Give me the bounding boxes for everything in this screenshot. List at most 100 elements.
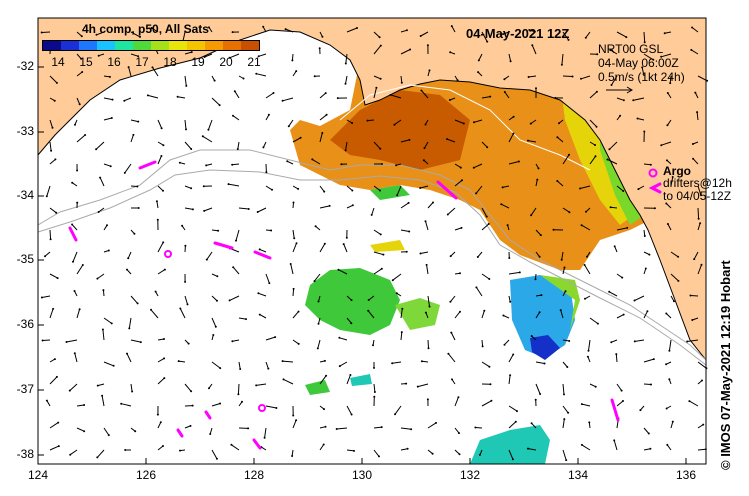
current-vector-head [55, 375, 58, 378]
current-vector-head [565, 459, 568, 462]
current-vector [562, 405, 569, 414]
current-vector [46, 400, 51, 407]
current-vector-head [345, 236, 348, 239]
current-vector [157, 338, 165, 341]
current-vector-head [176, 95, 179, 98]
current-vector [454, 427, 460, 434]
current-vector [450, 295, 456, 303]
current-vector [232, 115, 240, 121]
current-vector-head [410, 428, 413, 431]
current-vector [535, 179, 538, 187]
current-vector-head [483, 309, 486, 312]
current-vector-head [162, 241, 165, 244]
current-vector-head [52, 307, 55, 310]
colorbar-tick: 18 [163, 55, 177, 69]
current-vector-head [349, 374, 352, 376]
current-vector-head [400, 81, 403, 84]
current-vector [400, 202, 409, 209]
current-vector [76, 53, 82, 60]
current-vector-head [228, 299, 231, 302]
current-vector-head [580, 77, 582, 80]
current-vector-head [233, 90, 236, 93]
current-vector [373, 87, 377, 99]
lon-tick: 130 [351, 468, 373, 482]
current-vector-head [96, 277, 99, 280]
bathymetry-contour [37, 149, 707, 361]
current-vector [157, 269, 166, 275]
current-vector-head [502, 33, 504, 36]
current-vector-head [216, 275, 219, 278]
current-vector [343, 243, 348, 253]
current-vector [238, 207, 249, 210]
current-vector-head [80, 35, 83, 38]
current-vector [346, 204, 354, 209]
colorbar-tick: 19 [191, 55, 205, 69]
current-vector-head [518, 271, 521, 274]
current-vector-head [53, 358, 56, 361]
current-vector [211, 229, 219, 232]
current-vector-head [531, 44, 534, 47]
current-vector [156, 201, 159, 209]
current-vector-head [186, 303, 189, 306]
current-vector-head [691, 319, 694, 321]
current-vector-head [652, 58, 655, 61]
current-vector [481, 141, 488, 148]
current-vector-head [449, 300, 452, 303]
current-vector-head [580, 443, 583, 446]
current-vector [502, 31, 510, 35]
current-vector-head [391, 362, 394, 365]
current-vector [607, 159, 618, 165]
current-vector-head [666, 92, 669, 94]
current-vector [373, 449, 380, 457]
current-vector [128, 317, 132, 329]
current-vector-head [214, 325, 217, 328]
current-vector-head [378, 36, 381, 39]
drifter-track [68, 226, 78, 242]
current-vector [531, 422, 537, 429]
current-vector [420, 31, 429, 37]
current-vector [211, 97, 220, 106]
current-vector [392, 273, 402, 281]
current-vector [527, 140, 537, 143]
current-vector [319, 375, 327, 385]
current-vector [616, 273, 623, 279]
current-vector-head [108, 75, 111, 78]
current-vector-head [595, 90, 598, 93]
current-vector [579, 185, 591, 189]
current-vector-head [379, 77, 382, 80]
current-vector [666, 119, 672, 126]
current-vector [46, 185, 51, 197]
current-vector-head [423, 147, 426, 150]
current-vector-head [71, 181, 74, 184]
current-vector [475, 427, 483, 429]
current-vector [530, 119, 537, 125]
current-vector-head [686, 340, 689, 343]
current-vector-head [133, 232, 136, 235]
current-vector-head [271, 188, 273, 191]
current-vector-head [665, 312, 668, 315]
current-vector [694, 92, 699, 99]
current-vector-head [74, 123, 76, 126]
current-vector [400, 229, 410, 232]
current-vector [41, 31, 51, 33]
current-vector [265, 405, 277, 409]
current-vector [670, 273, 679, 282]
current-vector-head [459, 166, 462, 169]
current-vector [616, 97, 624, 101]
current-vector-head [556, 136, 559, 139]
current-vector [292, 243, 297, 253]
current-vector-head [137, 120, 140, 123]
current-vector-head [426, 44, 429, 47]
colorbar-swatch [223, 41, 241, 50]
current-vector-head [338, 336, 341, 339]
current-vector-head [373, 395, 376, 398]
current-vector [319, 132, 323, 143]
current-vector [643, 229, 646, 237]
current-vector-head [281, 360, 284, 363]
current-vector [562, 154, 570, 165]
current-vector-head [539, 234, 542, 237]
current-vector [238, 317, 247, 320]
current-vector [643, 427, 650, 434]
current-vector-head [127, 66, 130, 69]
current-vector [475, 287, 483, 297]
